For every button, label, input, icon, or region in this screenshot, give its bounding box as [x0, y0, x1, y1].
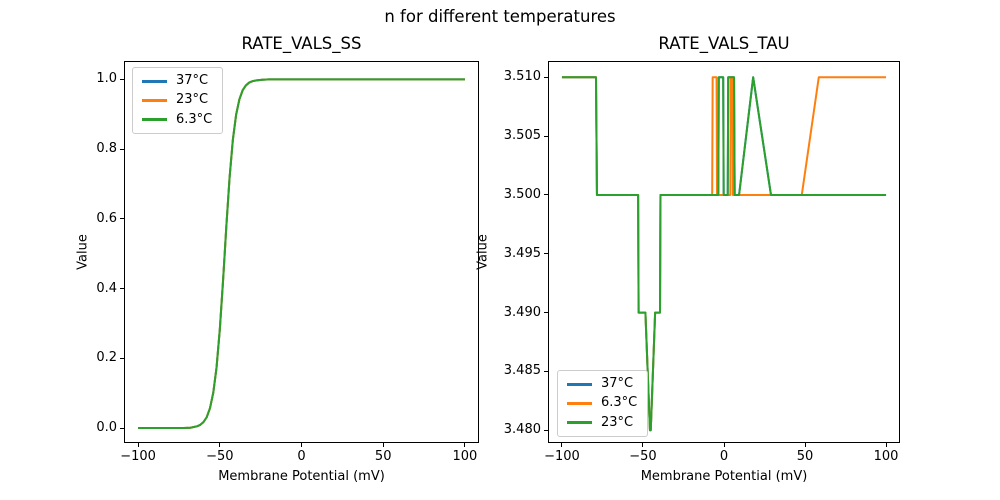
- legend-line-swatch: [142, 98, 167, 102]
- x-tick-label: 100: [452, 449, 478, 464]
- chart-canvas: [138, 78, 465, 430]
- x-tick-label: −50: [206, 449, 234, 464]
- y-tick-mark: [544, 135, 548, 137]
- y-tick-mark: [544, 253, 548, 255]
- x-tick-label: 50: [374, 449, 392, 464]
- figure-title: n for different temperatures: [384, 7, 616, 26]
- series-line-6.3cc: [138, 78, 465, 430]
- axes-title: RATE_VALS_TAU: [658, 34, 790, 53]
- chart-canvas: [561, 76, 887, 432]
- x-tick-mark: [885, 443, 887, 447]
- y-tick-mark: [120, 218, 124, 220]
- x-tick-mark: [561, 443, 563, 447]
- x-tick-mark: [219, 443, 221, 447]
- x-tick-mark: [464, 443, 466, 447]
- y-tick-label: 3.505: [503, 128, 541, 144]
- y-tick-mark: [544, 370, 548, 372]
- axes-title: RATE_VALS_SS: [241, 34, 362, 53]
- legend-line-swatch: [567, 402, 592, 406]
- y-tick-mark: [544, 429, 548, 431]
- y-axis-label: Value: [475, 234, 491, 270]
- y-tick-mark: [544, 194, 548, 196]
- legend-item: 23°C: [567, 414, 637, 430]
- legend-label: 23°C: [601, 414, 634, 430]
- x-tick-mark: [301, 443, 302, 447]
- x-tick-label: −50: [629, 449, 657, 464]
- legend: 37°C 23°C 6.3°C: [132, 67, 224, 134]
- y-tick-mark: [120, 78, 124, 80]
- y-tick-label: 3.500: [503, 186, 541, 202]
- legend-item: 23°C: [142, 92, 212, 108]
- y-tick-mark: [544, 76, 548, 78]
- y-tick-label: 0.6: [96, 210, 117, 226]
- y-tick-mark: [120, 148, 124, 150]
- series-line-23cc: [561, 76, 887, 432]
- y-tick-label: 3.510: [503, 69, 541, 85]
- subplot-rate-vals-ss: RATE_VALS_SS −100 −50 0 50 100 0.0 0.2 0.4 0.6 0.8…: [76, 34, 479, 484]
- legend-label: 37°C: [176, 73, 209, 88]
- y-tick-label: 0.2: [96, 350, 117, 366]
- subplot-rate-vals-tau: RATE_VALS_TAU −100 −50 0 50 100 3.480 3.485 3.49…: [476, 34, 900, 484]
- y-tick-mark: [120, 427, 124, 429]
- y-tick-label: 0.0: [96, 420, 117, 436]
- legend-label: 37°C: [601, 376, 634, 392]
- legend-item: 37°C: [567, 376, 637, 392]
- legend-label: 6.3°C: [176, 111, 213, 127]
- y-tick-label: 3.485: [503, 363, 541, 379]
- x-tick-label: 50: [796, 449, 814, 464]
- x-tick-mark: [723, 443, 725, 447]
- x-axis-label: Membrane Potential (mV): [640, 469, 808, 484]
- x-tick-mark: [382, 443, 384, 447]
- x-tick-label: 0: [719, 449, 729, 464]
- y-tick-label: 0.8: [96, 141, 117, 157]
- y-tick-label: 3.490: [503, 304, 541, 320]
- y-tick-label: 3.495: [503, 245, 541, 261]
- legend-line-swatch: [567, 382, 592, 386]
- legend-line-swatch: [567, 421, 592, 425]
- x-tick-label: −100: [544, 449, 580, 464]
- legend-line-swatch: [142, 79, 167, 83]
- y-tick-mark: [120, 357, 124, 359]
- legend: 37°C 6.3°C 23°C: [557, 370, 649, 437]
- x-tick-label: 100: [873, 449, 899, 464]
- y-tick-label: 3.480: [503, 422, 541, 438]
- y-axis-label: Value: [75, 234, 91, 270]
- x-tick-mark: [642, 443, 644, 447]
- y-tick-label: 0.4: [96, 280, 117, 296]
- y-tick-mark: [544, 312, 548, 314]
- legend-line-swatch: [142, 118, 167, 122]
- legend-item: 6.3°C: [567, 396, 637, 410]
- x-tick-label: 0: [297, 449, 306, 464]
- legend-label: 23°C: [176, 92, 209, 108]
- y-tick-label: 1.0: [96, 71, 117, 87]
- x-tick-label: −100: [120, 449, 156, 464]
- legend-item: 37°C: [142, 73, 212, 88]
- x-axis-label: Membrane Potential (mV): [218, 469, 385, 484]
- legend-item: 6.3°C: [142, 111, 213, 127]
- x-tick-mark: [137, 443, 139, 447]
- legend-label: 6.3°C: [601, 395, 638, 411]
- y-tick-mark: [120, 288, 124, 290]
- x-tick-mark: [804, 443, 806, 447]
